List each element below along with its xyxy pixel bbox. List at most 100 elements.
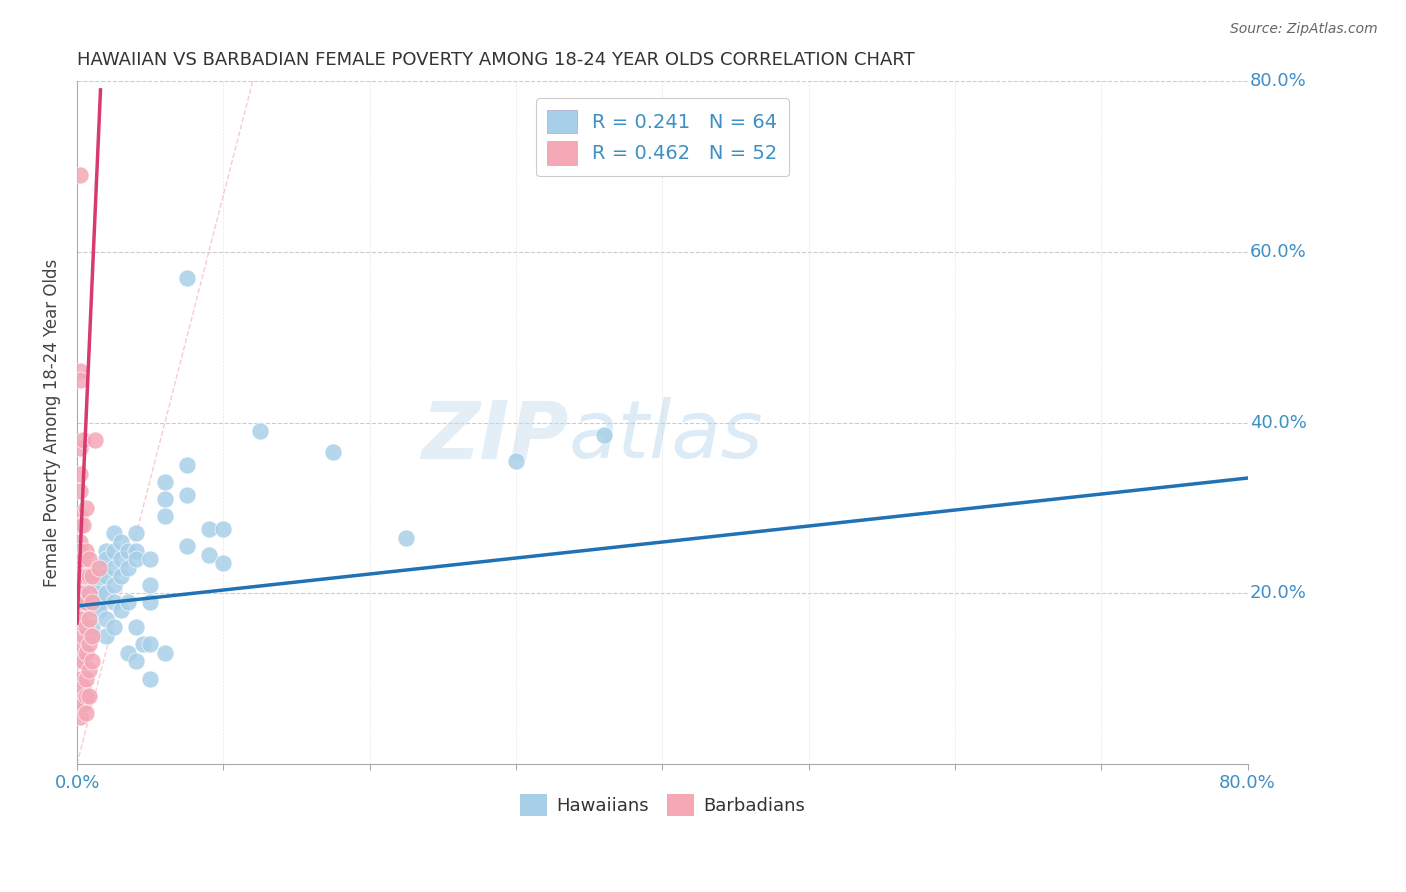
Point	[139, 552, 162, 566]
Point	[139, 637, 162, 651]
Point	[103, 526, 125, 541]
Point	[103, 595, 125, 609]
Point	[124, 526, 146, 541]
Point	[69, 569, 91, 583]
Point	[153, 509, 176, 524]
Point	[69, 467, 91, 481]
Point	[69, 586, 91, 600]
Point	[80, 655, 103, 669]
Y-axis label: Female Poverty Among 18-24 Year Olds: Female Poverty Among 18-24 Year Olds	[44, 259, 60, 587]
Point	[117, 595, 139, 609]
Point	[75, 569, 97, 583]
Point	[124, 543, 146, 558]
Point	[69, 655, 91, 669]
Text: atlas: atlas	[568, 397, 763, 475]
Point	[69, 535, 91, 549]
Point	[69, 689, 91, 703]
Point	[124, 655, 146, 669]
Point	[132, 637, 155, 651]
Point	[69, 701, 91, 715]
Point	[69, 168, 91, 182]
Text: ZIP: ZIP	[422, 397, 568, 475]
Point	[69, 612, 91, 626]
Point	[77, 552, 100, 566]
Point	[197, 548, 219, 562]
Point	[75, 672, 97, 686]
Point	[80, 569, 103, 583]
Point	[103, 560, 125, 574]
Point	[69, 672, 91, 686]
Text: Source: ZipAtlas.com: Source: ZipAtlas.com	[1230, 22, 1378, 37]
Point	[176, 488, 198, 502]
Point	[139, 595, 162, 609]
Text: 40.0%: 40.0%	[1250, 414, 1306, 432]
Point	[80, 595, 103, 609]
Point	[80, 620, 103, 634]
Point	[139, 672, 162, 686]
Point	[395, 531, 418, 545]
Point	[72, 680, 94, 694]
Point	[83, 433, 105, 447]
Point	[69, 710, 91, 724]
Point	[176, 270, 198, 285]
Point	[77, 569, 100, 583]
Point	[80, 586, 103, 600]
Point	[69, 599, 91, 613]
Point	[87, 603, 110, 617]
Point	[72, 518, 94, 533]
Point	[72, 569, 94, 583]
Point	[87, 577, 110, 591]
Point	[87, 595, 110, 609]
Point	[69, 441, 91, 455]
Point	[103, 577, 125, 591]
Point	[77, 663, 100, 677]
Point	[87, 560, 110, 574]
Point	[117, 543, 139, 558]
Point	[96, 586, 118, 600]
Point	[124, 552, 146, 566]
Point	[117, 646, 139, 660]
Point	[197, 522, 219, 536]
Point	[73, 582, 96, 596]
Point	[322, 445, 344, 459]
Point	[69, 373, 91, 387]
Point	[80, 569, 103, 583]
Point	[505, 454, 527, 468]
Point	[110, 552, 132, 566]
Point	[75, 706, 97, 720]
Point	[153, 646, 176, 660]
Point	[77, 689, 100, 703]
Point	[69, 518, 91, 533]
Point	[73, 574, 96, 588]
Point	[80, 595, 103, 609]
Point	[96, 612, 118, 626]
Point	[80, 629, 103, 643]
Point	[75, 595, 97, 609]
Point	[77, 586, 100, 600]
Point	[73, 591, 96, 605]
Point	[69, 483, 91, 498]
Point	[176, 458, 198, 473]
Point	[75, 500, 97, 515]
Point	[77, 637, 100, 651]
Point	[96, 569, 118, 583]
Point	[96, 629, 118, 643]
Point	[75, 646, 97, 660]
Point	[96, 543, 118, 558]
Point	[69, 509, 91, 524]
Point	[212, 557, 235, 571]
Point	[72, 552, 94, 566]
Point	[87, 586, 110, 600]
Point	[103, 543, 125, 558]
Point	[73, 607, 96, 622]
Point	[72, 433, 94, 447]
Point	[69, 543, 91, 558]
Point	[72, 697, 94, 711]
Point	[110, 535, 132, 549]
Point	[72, 595, 94, 609]
Point	[75, 543, 97, 558]
Point	[176, 539, 198, 553]
Point	[69, 560, 91, 574]
Point	[110, 569, 132, 583]
Point	[72, 655, 94, 669]
